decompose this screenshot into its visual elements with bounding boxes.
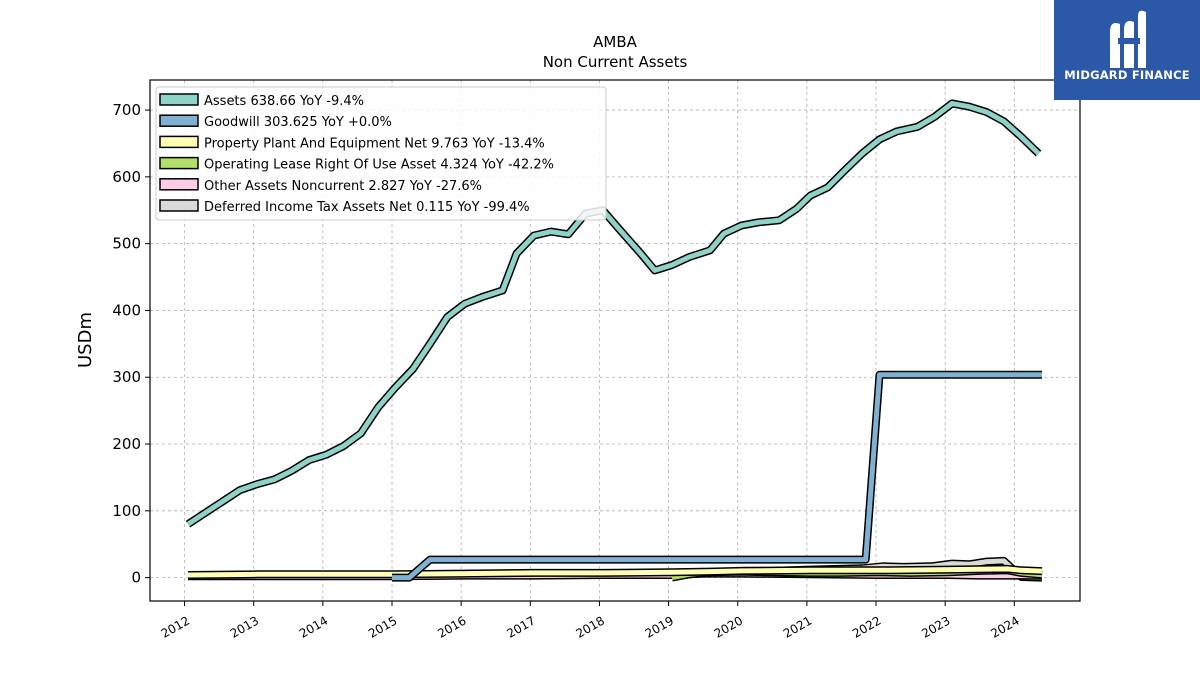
y-tick-label: 200 <box>112 435 141 453</box>
legend-label: Deferred Income Tax Assets Net 0.115 YoY… <box>204 200 530 215</box>
legend-label: Goodwill 303.625 YoY +0.0% <box>204 115 392 130</box>
plot-frame <box>149 79 1081 602</box>
legend-swatch <box>159 178 199 191</box>
y-tick-label: 600 <box>112 168 141 186</box>
x-tick-label: 2012 <box>159 613 192 640</box>
legend-label: Property Plant And Equipment Net 9.763 Y… <box>204 136 545 151</box>
legend-swatch <box>159 93 199 106</box>
y-axis-label: USDm <box>75 312 96 368</box>
gridlines <box>150 80 1080 601</box>
x-tick-label: 2014 <box>297 613 330 640</box>
x-axis: 2012 2013 2014 2015 2016 2017 2018 2019 2020 2021… <box>159 601 1022 641</box>
chart-title: AMBA <box>593 33 637 51</box>
series-outline <box>392 370 1042 582</box>
x-tick-label: 2024 <box>988 613 1021 640</box>
logo-text: MIDGARD FINANCE <box>1064 68 1190 82</box>
legend-swatch <box>159 114 199 127</box>
legend-swatch <box>159 156 199 170</box>
legend-label: Assets 638.66 YoY -9.4% <box>204 94 364 109</box>
x-tick-label: 2022 <box>850 613 883 640</box>
series-line <box>187 564 1043 579</box>
x-tick-label: 2015 <box>366 613 399 640</box>
legend: Assets 638.66 YoY -9.4% Goodwill 303.625 … <box>155 86 607 221</box>
legend-label: Other Assets Noncurrent 2.827 YoY -27.6% <box>204 179 482 194</box>
x-tick-label: 2017 <box>504 613 537 640</box>
x-tick-label: 2021 <box>781 613 814 640</box>
y-tick-label: 400 <box>112 301 141 319</box>
x-tick-label: 2020 <box>712 613 745 640</box>
x-tick-label: 2018 <box>573 613 606 640</box>
series-stroke <box>187 566 1043 578</box>
x-tick-label: 2019 <box>643 613 676 640</box>
y-tick-label: 700 <box>112 101 141 119</box>
x-tick-label: 2016 <box>435 613 468 640</box>
chart-subtitle: Non Current Assets <box>543 53 688 71</box>
y-tick-label: 0 <box>131 569 141 587</box>
legend-swatch <box>159 135 199 149</box>
x-tick-label: 2023 <box>919 613 952 640</box>
legend-box <box>155 86 607 221</box>
legend-swatch <box>159 199 199 212</box>
series-lines <box>185 99 1043 582</box>
y-tick-label: 500 <box>112 235 141 253</box>
series-line <box>392 370 1042 582</box>
midgard-finance-logo: MIDGARD FINANCE <box>1054 0 1200 100</box>
legend-label: Operating Lease Right Of Use Asset 4.324… <box>204 158 554 173</box>
series-line <box>185 99 1042 528</box>
y-tick-label: 300 <box>112 368 141 386</box>
series-stroke <box>186 100 1041 527</box>
series-stroke <box>392 372 1042 581</box>
y-tick-label: 100 <box>112 502 141 520</box>
y-axis: 0 100 200 300 400 500 600 700 <box>112 101 150 587</box>
midgard-logo-icon <box>1110 10 1146 69</box>
x-tick-label: 2013 <box>228 613 261 640</box>
